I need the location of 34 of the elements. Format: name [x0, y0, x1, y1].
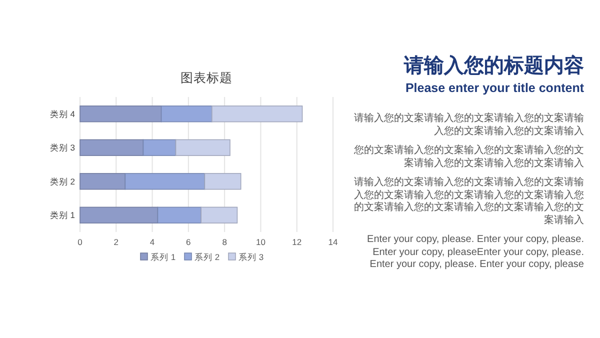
x-tick-label: 2	[114, 237, 119, 247]
x-tick-label: 6	[186, 237, 192, 247]
chart-title: 图表标题	[180, 71, 232, 85]
bar	[124, 173, 206, 190]
y-tick-label: 类别 1	[50, 210, 76, 220]
text: 您的文案请输入您的文案输入您的文案请输入您的文案请输入您的文案请输入您的文案请输入	[353, 145, 584, 170]
text: 请输入您的文案请输入您的文案请输入您的文案请输入您的文案请输入您的文案请输入	[353, 113, 584, 138]
text: Please enter your title content	[404, 81, 584, 95]
bar	[80, 139, 144, 156]
bar	[160, 106, 212, 122]
x-tick-label: 10	[256, 237, 266, 247]
bar	[200, 206, 238, 224]
legend-label: 系列 3	[238, 252, 264, 262]
bar	[175, 139, 230, 156]
x-tick-label: 0	[78, 237, 83, 247]
bar	[80, 206, 158, 224]
x-tick-label: 8	[222, 237, 228, 247]
x-tick-label: 14	[328, 237, 338, 247]
legend-label: 系列 1	[150, 252, 176, 262]
y-tick-label: 类别 2	[50, 176, 76, 186]
y-tick-label: 类别 4	[50, 108, 76, 119]
text: 请输入您的文案请输入您的文案请输入您的文案请输入您的文案请输入您的文案请输入您的文案请输入您的文案请输入您的文案请输入您的文案请输入您的文案请输入	[353, 177, 584, 227]
bar	[204, 173, 242, 190]
legend-label: 系列 2	[194, 252, 220, 262]
x-tick-label: 12	[292, 237, 302, 247]
bar	[212, 106, 303, 122]
y-tick-label: 类别 3	[50, 142, 76, 153]
text: Enter your copy, please. Enter your copy, please. Enter your copy, pleaseEnter your copy, please. Enter your copy, please. Enter your copy, please	[366, 234, 584, 272]
bar	[80, 173, 126, 190]
bar	[157, 206, 202, 224]
bar	[80, 106, 162, 122]
x-tick-label: 4	[150, 237, 155, 247]
bar	[142, 139, 176, 156]
text: 请输入您的标题内容	[402, 54, 584, 79]
